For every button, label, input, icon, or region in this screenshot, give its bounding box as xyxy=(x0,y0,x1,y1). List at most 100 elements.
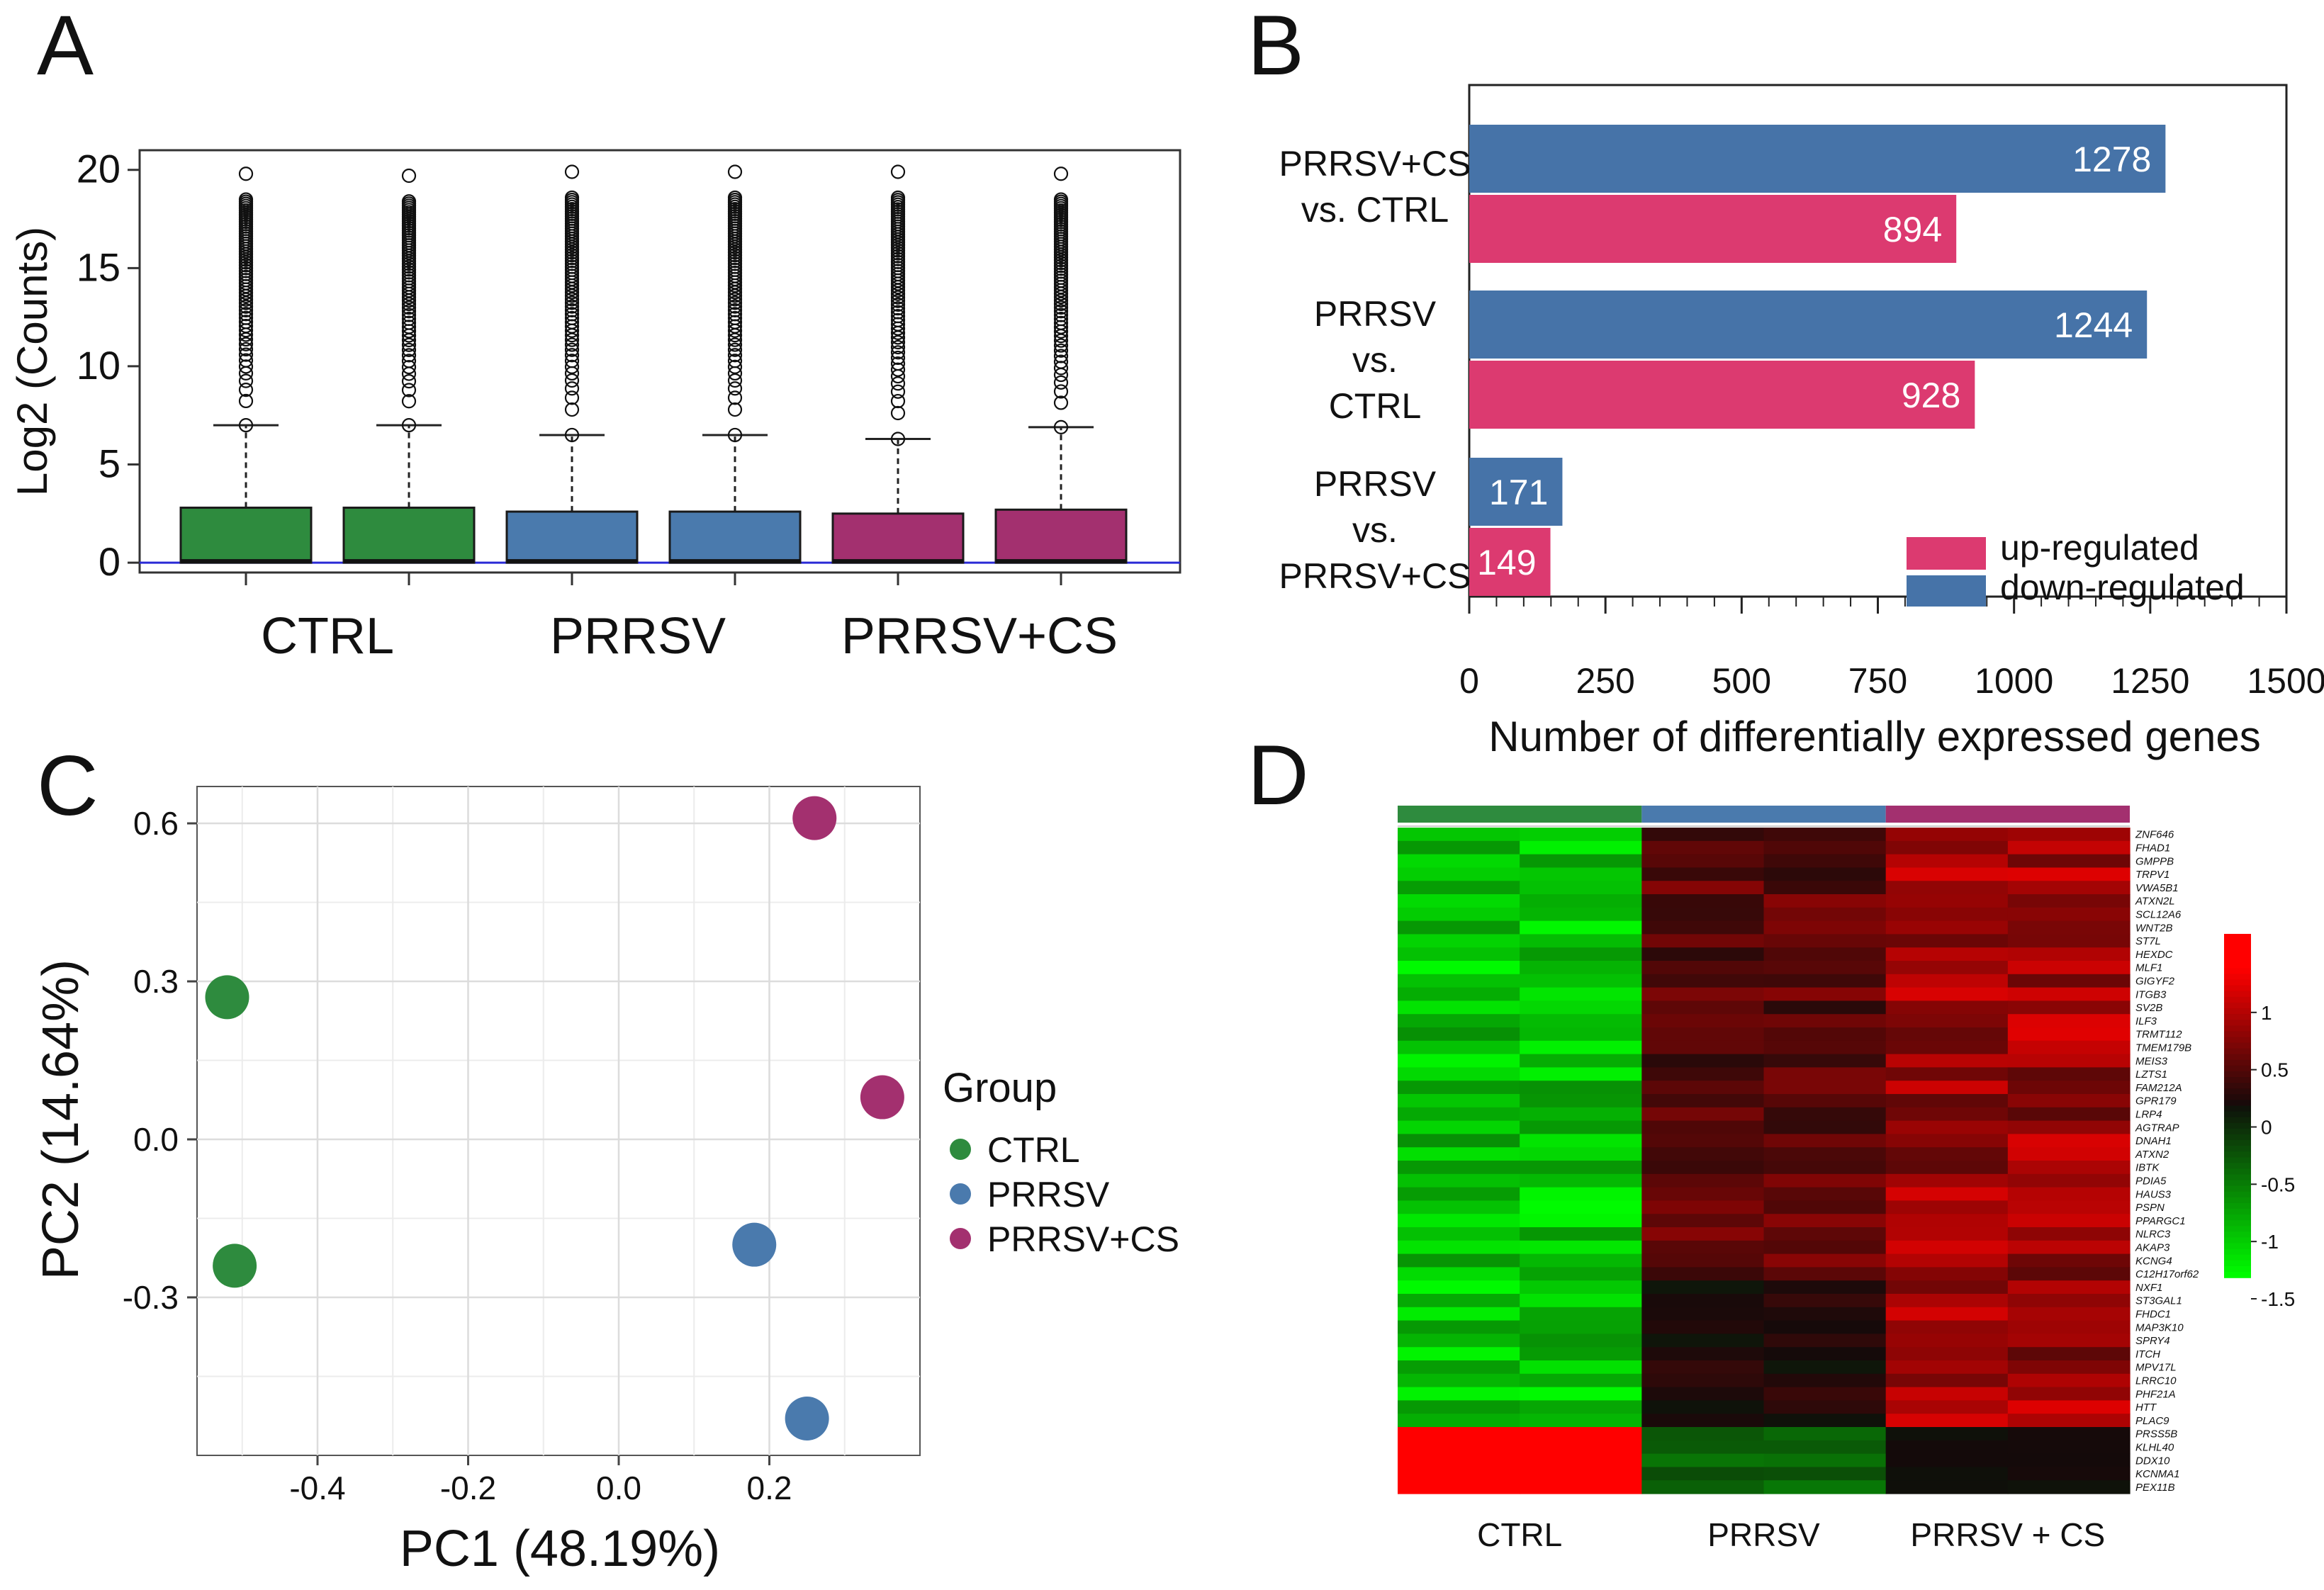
group-bar-1 xyxy=(1398,806,1642,823)
heatmap-cell xyxy=(1763,881,1887,895)
heatmap-cell xyxy=(1763,894,1887,908)
color-scale-label: -1.5 xyxy=(2261,1288,2295,1310)
color-scale-segment xyxy=(2224,1185,2251,1192)
outlier xyxy=(401,304,417,319)
heatmap-cell xyxy=(1885,1081,2009,1095)
legend-label-2: PRRSV xyxy=(987,1175,1110,1214)
color-scale-segment xyxy=(2224,1237,2251,1244)
bar-down-2 xyxy=(1469,291,2148,359)
heatmap-cell xyxy=(1885,974,2009,988)
color-scale-segment xyxy=(2224,1260,2251,1267)
group-color-bar xyxy=(1398,806,2130,827)
gene-label: KCNG4 xyxy=(2135,1255,2172,1267)
color-scale-segment xyxy=(2224,1157,2251,1164)
heatmap-cell xyxy=(1398,828,1520,842)
heatmap-cell xyxy=(2007,1360,2131,1375)
heatmap-cell xyxy=(1763,1227,1887,1241)
heatmap-cell xyxy=(1520,1334,1642,1348)
color-scale-segment xyxy=(2224,1122,2251,1129)
color-scale-segment xyxy=(2224,962,2251,969)
gene-label: LRRC10 xyxy=(2135,1375,2177,1387)
category-label-3: PRRSV xyxy=(1314,464,1437,504)
panel-letter-a: A xyxy=(37,0,94,93)
heatmap-cell xyxy=(1520,1161,1642,1175)
heatmap-cell xyxy=(2007,1094,2131,1108)
heatmap-cell xyxy=(1641,1320,1765,1334)
heatmap-cell xyxy=(1641,881,1765,895)
outlier xyxy=(890,356,906,371)
color-scale-segment xyxy=(2224,1003,2251,1009)
color-scale-segment xyxy=(2224,1209,2251,1215)
color-scale-segment xyxy=(2224,985,2251,992)
outlier xyxy=(238,347,254,362)
x-tick-label: 0 xyxy=(1459,661,1479,701)
legend-title: Group xyxy=(943,1065,1057,1111)
outlier xyxy=(401,337,417,352)
x-tick-label: 250 xyxy=(1576,661,1634,701)
heatmap-cell xyxy=(2007,1307,2131,1321)
outlier xyxy=(564,315,580,329)
heatmap-cell xyxy=(1398,1453,1520,1467)
heatmap-cell xyxy=(1398,854,1520,868)
heatmap-cell xyxy=(2007,1120,2131,1134)
heatmap-cell xyxy=(1520,1081,1642,1095)
outlier xyxy=(727,307,743,322)
heatmap-cell xyxy=(1885,920,2009,935)
outlier xyxy=(238,373,254,388)
gene-label: PRSS5B xyxy=(2135,1428,2177,1440)
gene-label: HEXDC xyxy=(2135,949,2173,961)
gene-label: TMEM179B xyxy=(2135,1042,2191,1054)
heatmap-cell xyxy=(1641,1414,1765,1428)
heatmap-cell xyxy=(1520,881,1642,895)
legend-dot-3 xyxy=(950,1228,971,1249)
outlier xyxy=(727,373,743,388)
box-5 xyxy=(831,164,965,585)
heatmap-cell xyxy=(1520,987,1642,1001)
heatmap-cell xyxy=(1763,1173,1887,1188)
box-body xyxy=(668,510,802,564)
bar-up-3 xyxy=(1469,528,1551,596)
point-ctrl-2 xyxy=(213,1244,257,1288)
color-scale-segment xyxy=(2224,1168,2251,1175)
heatmap-cell xyxy=(1763,1307,1887,1321)
outlier xyxy=(238,315,254,329)
column-group-label-1: CTRL xyxy=(1477,1516,1562,1553)
heatmap-cell xyxy=(1885,987,2009,1001)
color-scale-segment xyxy=(2224,1048,2251,1055)
heatmap-cell xyxy=(1885,840,2009,855)
heatmap-cell xyxy=(1885,1054,2009,1068)
heatmap-cell xyxy=(1885,1267,2009,1281)
outlier xyxy=(1053,304,1069,319)
y-tick-label: 0 xyxy=(99,539,120,584)
x-tick-label: 500 xyxy=(1712,661,1771,701)
group-labels: CTRL PRRSV PRRSV+CS xyxy=(261,608,1118,665)
heatmap-cell xyxy=(1398,907,1520,922)
heatmap-cell xyxy=(1520,1440,1642,1455)
heatmap-cell xyxy=(2007,1227,2131,1241)
heatmap-cell xyxy=(1763,920,1887,935)
heatmap-cell xyxy=(1641,1173,1765,1188)
panel-c-scatter: -0.4 -0.2 0.0 0.2 -0.3 0.0 0.3 0.6 Group CTRL PRR… xyxy=(33,786,1179,1577)
heatmap-cell xyxy=(1398,1240,1520,1255)
outlier xyxy=(1053,395,1069,410)
heatmap-cell xyxy=(1520,1427,1642,1441)
color-scale-bar: 1 0.5 0 -0.5 -1 -1.5 xyxy=(2224,934,2295,1310)
outlier xyxy=(1053,296,1069,312)
outlier xyxy=(564,292,580,307)
outlier xyxy=(1053,349,1069,363)
heatmap-cell xyxy=(1641,894,1765,908)
outlier xyxy=(238,307,254,322)
heatmap-cell xyxy=(1641,828,1765,842)
heatmap-cell xyxy=(1641,1480,1765,1494)
heatmap-cell xyxy=(1763,1161,1887,1175)
color-scale-segment xyxy=(2224,1197,2251,1204)
box-body xyxy=(179,507,313,564)
heatmap-cell xyxy=(2007,1027,2131,1042)
heatmap-cell xyxy=(1398,1200,1520,1214)
category-label-3: PRRSV+CS xyxy=(1279,556,1471,596)
heatmap-cell xyxy=(1641,1280,1765,1295)
heatmap-cell xyxy=(1520,1094,1642,1108)
x-tick-label: 1500 xyxy=(2247,661,2324,701)
heatmap-cell xyxy=(1885,1240,2009,1255)
